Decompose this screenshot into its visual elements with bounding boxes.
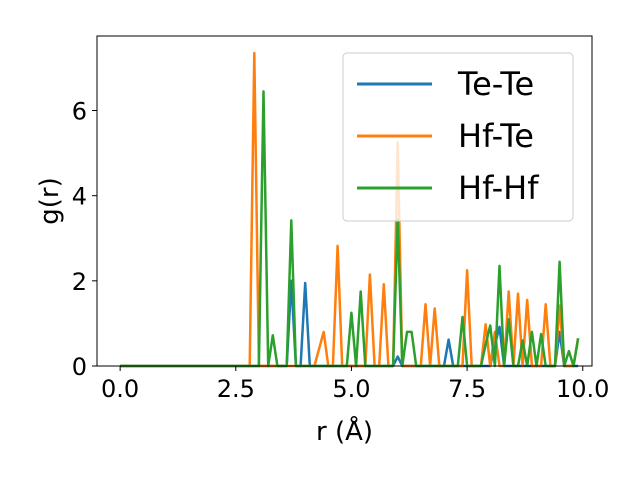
plot-frame [96, 35, 593, 367]
y-tick-label: 2 [72, 268, 87, 296]
x-tick-label: 0.0 [101, 375, 139, 403]
legend-label-2: Hf-Te [458, 117, 534, 155]
x-tick-label: 5.0 [332, 375, 370, 403]
y-tick-label: 4 [72, 183, 87, 211]
legend: Te-Te Hf-Te Hf-Hf [342, 52, 574, 222]
legend-label-3: Hf-Hf [458, 169, 539, 207]
y-axis-label: g(r) [35, 177, 65, 224]
legend-box [342, 52, 574, 222]
x-tick-label: 10.0 [556, 375, 609, 403]
x-tick-label: 2.5 [217, 375, 255, 403]
series-line-3 [120, 90, 580, 368]
x-axis-label: r (Å) [316, 415, 373, 447]
x-axis-ticks: 0.0 2.5 5.0 7.5 10.0 [101, 366, 609, 403]
legend-label-1: Te-Te [457, 65, 534, 103]
y-axis-ticks: 0 2 4 6 [72, 98, 97, 381]
y-tick-label: 6 [72, 98, 87, 126]
x-tick-label: 7.5 [448, 375, 486, 403]
y-tick-label: 0 [72, 353, 87, 381]
